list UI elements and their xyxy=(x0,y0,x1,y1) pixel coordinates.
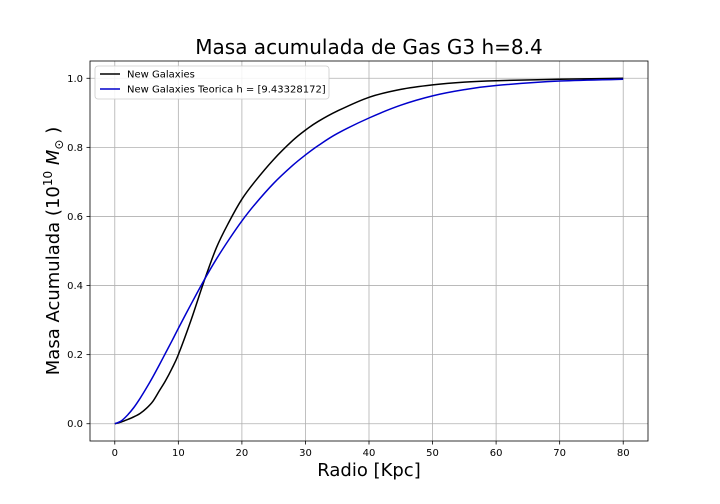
x-tick-label: 50 xyxy=(426,448,439,459)
x-tick-label: 60 xyxy=(490,448,503,459)
legend: New Galaxies New Galaxies Teorica h = [9… xyxy=(94,65,330,100)
y-axis-label: Masa Acumulada (1010 M⊙ ) xyxy=(41,127,66,375)
series-line-new-galaxies xyxy=(114,77,624,425)
y-tick-label: 1.0 xyxy=(67,74,83,85)
x-tick-label: 10 xyxy=(172,448,185,459)
y-tick-label: 0.8 xyxy=(67,143,83,154)
y-gridlines xyxy=(90,77,648,425)
legend-label-new-galaxies: New Galaxies xyxy=(127,70,195,81)
x-tick-label: 0 xyxy=(112,448,118,459)
y-axis-label-unit: M xyxy=(43,149,64,171)
series-line-teorica xyxy=(114,78,624,425)
x-tick-label: 70 xyxy=(553,448,566,459)
legend-label-teorica: New Galaxies Teorica h = [9.43328172] xyxy=(127,85,326,96)
chart-title: Masa acumulada de Gas G3 h=8.4 xyxy=(195,35,542,59)
x-gridlines xyxy=(114,61,624,441)
y-ticks: 0.0 0.2 0.4 0.6 0.8 1.0 xyxy=(67,74,90,430)
x-tick-label: 30 xyxy=(299,448,312,459)
y-tick-label: 0.2 xyxy=(67,350,83,361)
y-tick-label: 0.0 xyxy=(67,419,83,430)
y-tick-label: 0.4 xyxy=(67,281,83,292)
legend-box xyxy=(94,65,330,100)
y-axis-label-main: Masa Acumulada (10 xyxy=(43,186,64,375)
y-axis-label-sub: ⊙ xyxy=(52,140,66,150)
x-tick-label: 80 xyxy=(617,448,630,459)
x-ticks: 0 10 20 30 40 50 60 70 80 xyxy=(112,441,630,459)
x-tick-label: 20 xyxy=(236,448,249,459)
series-layer xyxy=(114,77,624,425)
y-tick-label: 0.6 xyxy=(67,212,83,223)
x-axis-label: Radio [Kpc] xyxy=(317,460,420,481)
y-axis-label-close: ) xyxy=(43,127,64,140)
y-axis-label-exp: 10 xyxy=(41,171,55,186)
x-tick-label: 40 xyxy=(363,448,376,459)
